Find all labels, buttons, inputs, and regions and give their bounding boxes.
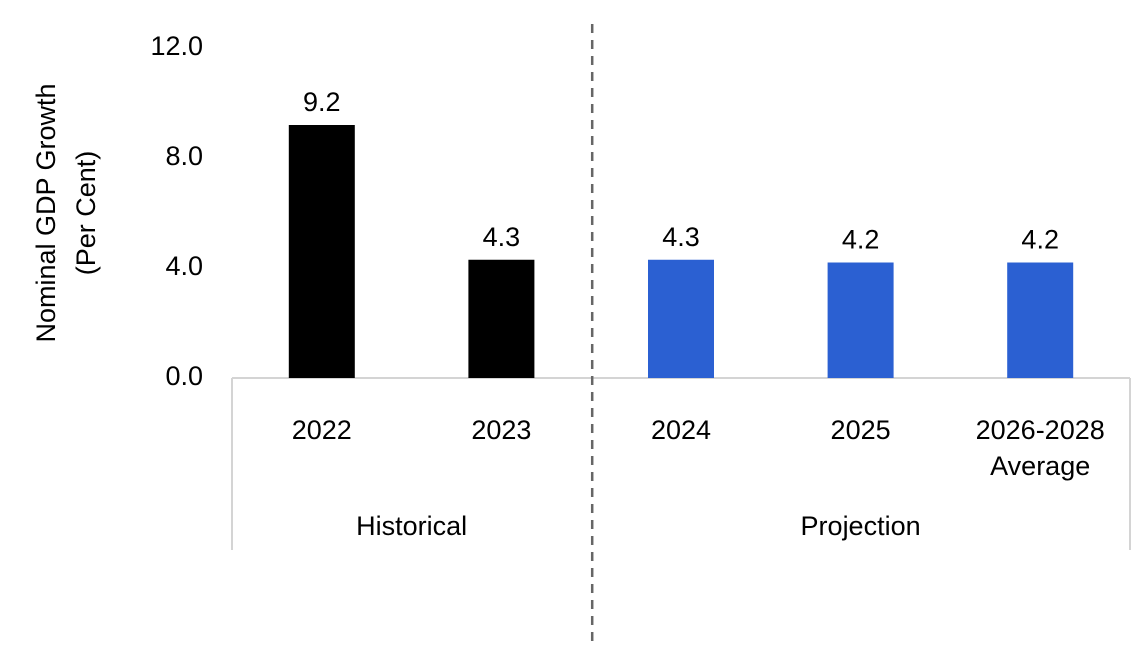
- y-tick-label: 12.0: [150, 31, 203, 61]
- category-label: 2026-2028: [976, 415, 1105, 445]
- bar: [468, 259, 535, 378]
- y-axis-title: Nominal GDP Growth (Per Cent): [31, 83, 101, 342]
- bar: [1007, 262, 1074, 378]
- data-label: 4.2: [1021, 225, 1059, 255]
- group-label: Historical: [356, 511, 467, 541]
- data-labels: 9.2 4.3 4.3 4.2 4.2: [303, 87, 1059, 255]
- bar: [648, 259, 714, 378]
- group-label: Projection: [801, 511, 921, 541]
- y-tick-label: 0.0: [165, 361, 203, 391]
- category-label: 2025: [831, 415, 891, 445]
- y-axis-title-line: Nominal GDP Growth: [31, 83, 61, 342]
- group-labels: Historical Projection: [356, 511, 921, 541]
- data-label: 4.2: [842, 225, 880, 255]
- y-tick-label: 8.0: [165, 141, 203, 171]
- data-label: 4.3: [662, 222, 700, 252]
- category-labels: 2022 2023 2024 2025 2026-2028 Average: [292, 415, 1105, 481]
- y-axis-ticks: 0.0 4.0 8.0 12.0: [150, 31, 203, 391]
- data-label: 9.2: [303, 87, 341, 117]
- data-label: 4.3: [483, 222, 521, 252]
- category-label: 2022: [292, 415, 352, 445]
- bar: [288, 125, 355, 378]
- category-label: Average: [990, 451, 1090, 481]
- category-label: 2024: [651, 415, 711, 445]
- y-axis-title-line: (Per Cent): [71, 151, 101, 276]
- bar: [827, 262, 894, 378]
- bars: [288, 125, 1074, 378]
- category-label: 2023: [471, 415, 531, 445]
- y-tick-label: 4.0: [165, 251, 203, 281]
